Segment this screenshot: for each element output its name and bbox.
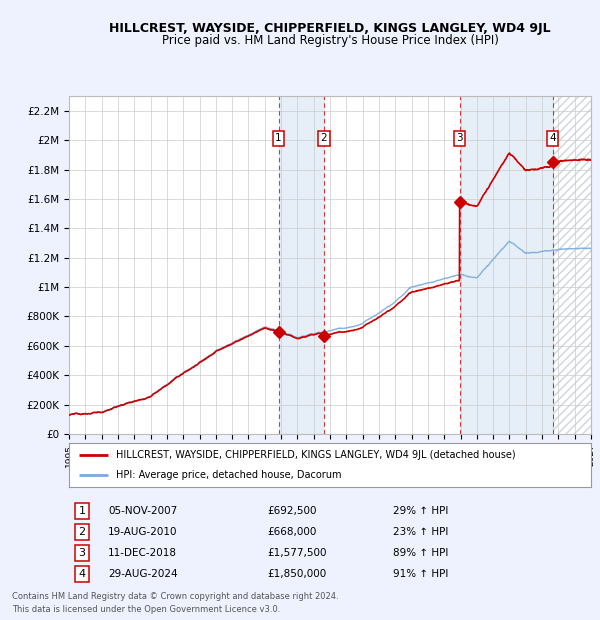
Text: 3: 3: [456, 133, 463, 143]
Text: 05-NOV-2007: 05-NOV-2007: [108, 506, 178, 516]
Text: £1,850,000: £1,850,000: [268, 569, 326, 579]
Text: 19-AUG-2010: 19-AUG-2010: [108, 527, 178, 537]
Text: 1: 1: [275, 133, 282, 143]
Bar: [278, 96, 324, 434]
Text: £668,000: £668,000: [268, 527, 317, 537]
Text: 3: 3: [79, 548, 86, 558]
Text: 91% ↑ HPI: 91% ↑ HPI: [392, 569, 448, 579]
Text: Contains HM Land Registry data © Crown copyright and database right 2024.: Contains HM Land Registry data © Crown c…: [12, 592, 338, 601]
Text: 4: 4: [79, 569, 86, 579]
Text: Price paid vs. HM Land Registry's House Price Index (HPI): Price paid vs. HM Land Registry's House …: [161, 34, 499, 47]
Text: 2: 2: [320, 133, 327, 143]
Text: HPI: Average price, detached house, Dacorum: HPI: Average price, detached house, Daco…: [116, 469, 341, 479]
Bar: [460, 96, 553, 434]
Text: £1,577,500: £1,577,500: [268, 548, 327, 558]
Text: 89% ↑ HPI: 89% ↑ HPI: [392, 548, 448, 558]
Text: 23% ↑ HPI: 23% ↑ HPI: [392, 527, 448, 537]
Text: 29% ↑ HPI: 29% ↑ HPI: [392, 506, 448, 516]
Text: 29-AUG-2024: 29-AUG-2024: [108, 569, 178, 579]
Text: 1: 1: [79, 506, 86, 516]
Text: £692,500: £692,500: [268, 506, 317, 516]
Text: 11-DEC-2018: 11-DEC-2018: [108, 548, 177, 558]
Text: This data is licensed under the Open Government Licence v3.0.: This data is licensed under the Open Gov…: [12, 604, 280, 614]
Text: HILLCREST, WAYSIDE, CHIPPERFIELD, KINGS LANGLEY, WD4 9JL: HILLCREST, WAYSIDE, CHIPPERFIELD, KINGS …: [109, 22, 551, 35]
Text: 2: 2: [79, 527, 86, 537]
Text: HILLCREST, WAYSIDE, CHIPPERFIELD, KINGS LANGLEY, WD4 9JL (detached house): HILLCREST, WAYSIDE, CHIPPERFIELD, KINGS …: [116, 451, 515, 461]
Text: 4: 4: [550, 133, 556, 143]
